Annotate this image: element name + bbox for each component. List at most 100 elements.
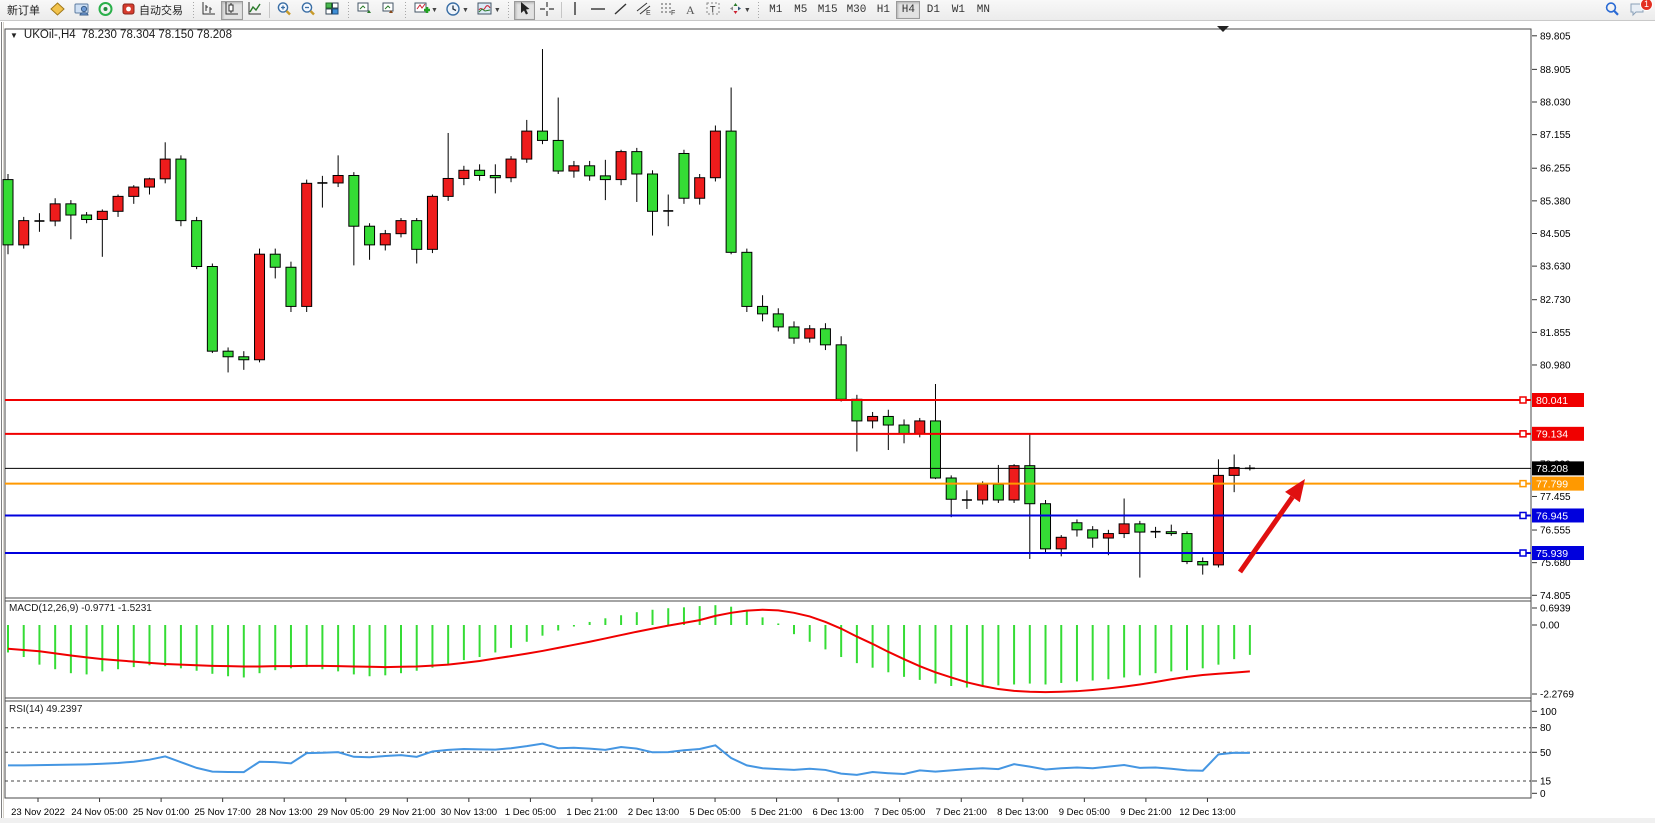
- zoom-in-button[interactable]: [273, 1, 296, 20]
- price-axis[interactable]: 89.805 88.905 88.030 87.155 86.255 85.380 84.5…: [1532, 31, 1584, 602]
- timeframe-toolbar: M1 M5 M15 M30 H1 H4 D1 W1 MN: [764, 1, 996, 19]
- periods-icon: [445, 1, 461, 20]
- line-chart-mode-button[interactable]: [244, 1, 266, 20]
- candle-chart-mode-button[interactable]: [221, 0, 243, 20]
- zoom-out-button[interactable]: [297, 1, 320, 20]
- svg-text:1 Dec 21:00: 1 Dec 21:00: [566, 807, 617, 818]
- toolbar-separator: [269, 2, 270, 18]
- crosshair-icon: [539, 1, 555, 20]
- toolbar-grip[interactable]: [756, 2, 761, 18]
- toolbar-grip[interactable]: [506, 2, 511, 18]
- text-tool-button[interactable]: A: [680, 1, 701, 20]
- svg-text:29 Nov 21:00: 29 Nov 21:00: [379, 807, 436, 818]
- svg-text:89.805: 89.805: [1540, 31, 1571, 42]
- tab-timeframe-m5[interactable]: M5: [789, 1, 813, 19]
- search-button[interactable]: [1601, 1, 1624, 20]
- svg-text:83.630: 83.630: [1540, 262, 1571, 273]
- accounts-button[interactable]: [70, 1, 93, 20]
- svg-text:25 Nov 17:00: 25 Nov 17:00: [194, 807, 251, 818]
- new-order-button[interactable]: 新订单: [2, 1, 45, 20]
- templates-button[interactable]: ▼: [473, 1, 504, 20]
- channel-tool-button[interactable]: E: [632, 1, 655, 20]
- tile-windows-icon: [324, 1, 340, 19]
- level-lines-layer[interactable]: [5, 396, 1531, 557]
- svg-text:8 Dec 13:00: 8 Dec 13:00: [997, 807, 1048, 818]
- new-order-label: 新订单: [7, 5, 40, 17]
- trend-arrow[interactable]: [1237, 479, 1305, 574]
- arrows-tool-button[interactable]: ▼: [725, 1, 754, 20]
- svg-text:78.208: 78.208: [1536, 463, 1568, 475]
- svg-text:76.555: 76.555: [1540, 526, 1571, 537]
- svg-text:2 Dec 13:00: 2 Dec 13:00: [628, 807, 679, 818]
- line-chart-icon: [247, 1, 263, 19]
- toolbar-grip[interactable]: [346, 2, 350, 18]
- news-button[interactable]: [94, 1, 117, 20]
- autotrading-button[interactable]: 自动交易: [118, 1, 188, 20]
- svg-text:12 Dec 13:00: 12 Dec 13:00: [1179, 807, 1236, 818]
- cursor-tool-button[interactable]: [513, 0, 535, 20]
- trendline-tool-button[interactable]: [610, 1, 631, 20]
- cascade-windows-button[interactable]: [353, 1, 376, 20]
- tab-timeframe-m1[interactable]: M1: [764, 1, 788, 19]
- svg-text:23 Nov 2022: 23 Nov 2022: [11, 807, 65, 818]
- svg-text:5 Dec 05:00: 5 Dec 05:00: [689, 807, 740, 818]
- search-icon: [1604, 1, 1621, 20]
- chevron-down-icon: ▼: [493, 6, 501, 14]
- svg-text:1 Dec 05:00: 1 Dec 05:00: [505, 807, 556, 818]
- svg-text:88.905: 88.905: [1540, 65, 1571, 76]
- add-indicator-button[interactable]: ▼: [410, 1, 441, 20]
- market-watch-button[interactable]: [46, 1, 69, 20]
- arrange-windows-icon: [380, 1, 397, 19]
- tab-timeframe-mn[interactable]: MN: [971, 1, 995, 19]
- profile-icon: [73, 1, 90, 20]
- tab-timeframe-w1[interactable]: W1: [946, 1, 970, 19]
- svg-text:77.799: 77.799: [1536, 478, 1568, 490]
- svg-text:E: E: [646, 10, 651, 16]
- svg-text:7 Dec 21:00: 7 Dec 21:00: [936, 807, 987, 818]
- macd-pane: 0.6939 0.00 -2.2769: [7, 604, 1574, 701]
- vertical-line-tool-button[interactable]: [565, 1, 586, 20]
- svg-text:79.134: 79.134: [1536, 429, 1568, 441]
- toolbar-grip[interactable]: [403, 2, 407, 18]
- svg-text:15: 15: [1540, 777, 1552, 788]
- candles-layer: [2, 49, 1255, 578]
- chat-button[interactable]: 1: [1625, 0, 1653, 20]
- text-icon: A: [684, 2, 697, 19]
- chat-badge: 1: [1640, 0, 1653, 11]
- horizontal-line-tool-button[interactable]: [587, 1, 609, 20]
- candle-chart-icon: [224, 1, 240, 19]
- tab-timeframe-m15[interactable]: M15: [814, 1, 842, 19]
- tab-timeframe-m30[interactable]: M30: [843, 1, 871, 19]
- svg-text:87.155: 87.155: [1540, 130, 1571, 141]
- symbol-dropdown-icon[interactable]: ▼: [10, 30, 18, 40]
- bar-chart-mode-button[interactable]: [198, 1, 220, 20]
- crosshair-tool-button[interactable]: [536, 1, 558, 20]
- trendline-icon: [613, 2, 628, 19]
- svg-text:T: T: [710, 5, 716, 15]
- chart-shift-marker-icon[interactable]: [1217, 26, 1229, 32]
- svg-text:75.680: 75.680: [1540, 558, 1571, 569]
- svg-text:5 Dec 21:00: 5 Dec 21:00: [751, 807, 802, 818]
- news-icon: [97, 1, 114, 20]
- svg-text:F: F: [671, 10, 675, 16]
- chart-area[interactable]: 89.805 88.905 88.030 87.155 86.255 85.380 84.5…: [0, 22, 1655, 823]
- svg-text:29 Nov 05:00: 29 Nov 05:00: [317, 807, 374, 818]
- svg-text:85.380: 85.380: [1540, 196, 1571, 207]
- time-axis[interactable]: 23 Nov 2022 24 Nov 05:00 25 Nov 01:00 25 No…: [11, 798, 1236, 819]
- periods-button[interactable]: ▼: [442, 1, 472, 20]
- pane-frame: [4, 28, 1532, 799]
- indicators-add-icon: [413, 1, 430, 20]
- tab-timeframe-d1[interactable]: D1: [921, 1, 945, 19]
- tile-windows-button[interactable]: [321, 1, 343, 20]
- tab-timeframe-h1[interactable]: H1: [871, 1, 895, 19]
- toolbar-separator: [560, 2, 562, 18]
- tab-timeframe-h4[interactable]: H4: [896, 1, 921, 19]
- svg-text:9 Dec 05:00: 9 Dec 05:00: [1059, 807, 1110, 818]
- toolbar-grip[interactable]: [191, 2, 195, 18]
- svg-text:81.855: 81.855: [1540, 328, 1571, 339]
- text-label-tool-button[interactable]: T: [702, 1, 724, 20]
- arrange-windows-button[interactable]: [377, 1, 400, 20]
- fibonacci-tool-button[interactable]: F: [656, 1, 679, 20]
- svg-text:7 Dec 05:00: 7 Dec 05:00: [874, 807, 925, 818]
